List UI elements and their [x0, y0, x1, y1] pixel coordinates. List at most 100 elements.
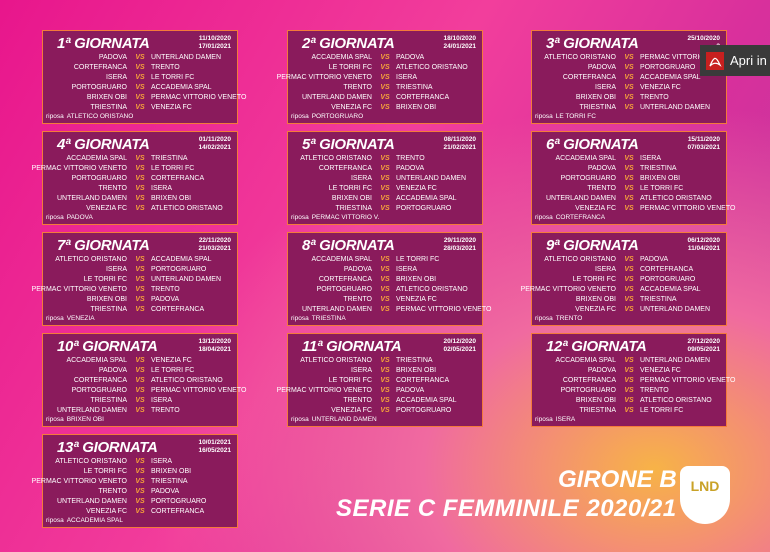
- round-title: 10ª GIORNATA: [57, 338, 158, 355]
- open-button[interactable]: Apri in: [700, 45, 770, 76]
- vs: VS: [380, 165, 390, 172]
- round-title: 1ª GIORNATA: [57, 35, 150, 52]
- match: ACCADEMIA SPAL VS VENEZIA FC: [43, 356, 239, 366]
- round-title: 5ª GIORNATA: [302, 136, 395, 153]
- home-team: LE TORRI FC: [328, 185, 372, 192]
- round-title: 13ª GIORNATA: [57, 439, 158, 456]
- date-return: 16/05/2021: [198, 447, 231, 454]
- match: CORTEFRANCA VS TRENTO: [43, 63, 239, 73]
- match: PERMAC VITTORIO VENETO VS ISERA: [277, 73, 484, 83]
- home-team: PADOVA: [587, 64, 616, 71]
- round-card: 8ª GIORNATA 29/11/2020 28/03/2021 ACCADEMIA…: [287, 232, 491, 326]
- match: ISERA VS PORTOGRUARO: [43, 265, 239, 275]
- match: BRIXEN OBI VS PERMAC VITTORIO VENETO: [43, 93, 247, 103]
- home-team: UNTERLAND DAMEN: [56, 407, 127, 414]
- home-team: PORTOGRUARO: [560, 387, 616, 394]
- rest-team: CORTEFRANCA: [555, 214, 606, 221]
- match: CORTEFRANCA VS BRIXEN OBI: [288, 275, 484, 285]
- away-team: ATLETICO ORISTANO: [640, 195, 712, 202]
- away-team: ACCADEMIA SPAL: [151, 84, 212, 91]
- rest-team: ISERA: [555, 416, 576, 423]
- away-team: ATLETICO ORISTANO: [640, 397, 712, 404]
- home-team: ATLETICO ORISTANO: [55, 256, 127, 263]
- away-team: TRIESTINA: [640, 296, 677, 303]
- rest-team: PERMAC VITTORIO V.: [311, 214, 380, 221]
- away-team: UNTERLAND DAMEN: [640, 104, 711, 111]
- date-return: 09/05/2021: [687, 346, 720, 353]
- match: UNTERLAND DAMEN VS TRENTO: [43, 406, 239, 416]
- vs: VS: [135, 488, 145, 495]
- away-team: VENEZIA FC: [396, 185, 437, 192]
- away-team: TRENTO: [151, 286, 180, 293]
- rest-label: riposa: [46, 517, 64, 524]
- vs: VS: [135, 94, 145, 101]
- match: ISERA VS BRIXEN OBI: [288, 366, 484, 376]
- home-team: PADOVA: [98, 367, 127, 374]
- away-team: ACCADEMIA SPAL: [396, 397, 457, 404]
- away-team: LE TORRI FC: [151, 165, 195, 172]
- match: TRIESTINA VS VENEZIA FC: [43, 103, 239, 113]
- rest-label: riposa: [535, 113, 553, 120]
- away-team: VENEZIA FC: [151, 357, 192, 364]
- match: TRIESTINA VS PORTOGRUARO: [288, 204, 484, 214]
- home-team: ATLETICO ORISTANO: [300, 155, 372, 162]
- rest-team: PADOVA: [66, 214, 93, 221]
- rest-line: riposa TRIESTINA: [291, 315, 346, 322]
- rest-line: riposa UNTERLAND DAMEN: [291, 416, 377, 423]
- rest-team: PORTOGRUARO: [311, 113, 364, 120]
- home-team: UNTERLAND DAMEN: [301, 306, 372, 313]
- vs: VS: [135, 397, 145, 404]
- away-team: ISERA: [640, 155, 662, 162]
- away-team: PORTOGRUARO: [396, 407, 452, 414]
- match: VENEZIA FC VS PORTOGRUARO: [288, 406, 484, 416]
- home-team: PERMAC VITTORIO VENETO: [31, 165, 127, 172]
- home-team: VENEZIA FC: [86, 205, 127, 212]
- date-first: 01/11/2020: [198, 136, 231, 143]
- match: UNTERLAND DAMEN VS ATLETICO ORISTANO: [532, 194, 728, 204]
- away-team: CORTEFRANCA: [151, 175, 205, 182]
- away-team: VENEZIA FC: [151, 104, 192, 111]
- match: PERMAC VITTORIO VENETO VS TRIESTINA: [32, 477, 239, 487]
- round-card: 10ª GIORNATA 13/12/2020 18/04/2021 ACCADEMI…: [42, 333, 246, 427]
- home-team: LE TORRI FC: [328, 377, 372, 384]
- match: CORTEFRANCA VS ACCADEMIA SPAL: [532, 73, 728, 83]
- home-team: CORTEFRANCA: [73, 377, 127, 384]
- away-team: LE TORRI FC: [151, 74, 195, 81]
- logo: LND: [680, 466, 730, 524]
- home-team: PORTOGRUARO: [71, 84, 127, 91]
- vs: VS: [380, 397, 390, 404]
- round-card: 9ª GIORNATA 06/12/2020 11/04/2021 ATLETICO …: [521, 232, 728, 326]
- vs: VS: [135, 276, 145, 283]
- away-team: PERMAC VITTORIO VENETO: [396, 306, 492, 313]
- home-team: PADOVA: [587, 165, 616, 172]
- match: PORTOGRUARO VS CORTEFRANCA: [43, 174, 239, 184]
- vs: VS: [380, 175, 390, 182]
- away-team: ATLETICO ORISTANO: [151, 205, 223, 212]
- match: ACCADEMIA SPAL VS LE TORRI FC: [288, 255, 484, 265]
- match: BRIXEN OBI VS ACCADEMIA SPAL: [288, 194, 484, 204]
- date-first: 27/12/2020: [687, 338, 720, 345]
- home-team: ISERA: [594, 84, 616, 91]
- match: PORTOGRUARO VS TRENTO: [532, 386, 728, 396]
- date-first: 06/12/2020: [687, 237, 720, 244]
- vs: VS: [380, 54, 390, 61]
- vs: VS: [624, 266, 634, 273]
- vs: VS: [380, 74, 390, 81]
- away-team: PADOVA: [396, 387, 425, 394]
- match: VENEZIA FC VS CORTEFRANCA: [43, 507, 239, 517]
- vs: VS: [380, 195, 390, 202]
- vs: VS: [380, 64, 390, 71]
- date-return: 17/01/2021: [198, 43, 231, 50]
- match: UNTERLAND DAMEN VS PORTOGRUARO: [43, 497, 239, 507]
- away-team: BRIXEN OBI: [396, 104, 437, 111]
- match: PADOVA VS VENEZIA FC: [532, 366, 728, 376]
- vs: VS: [135, 367, 145, 374]
- rest-line: riposa BRIXEN OBI: [46, 416, 104, 423]
- match: VENEZIA FC VS UNTERLAND DAMEN: [532, 305, 728, 315]
- vs: VS: [380, 266, 390, 273]
- home-team: ACCADEMIA SPAL: [555, 357, 616, 364]
- match: ISERA VS LE TORRI FC: [43, 73, 239, 83]
- rest-line: riposa PERMAC VITTORIO V.: [291, 214, 379, 221]
- match: TRENTO VS VENEZIA FC: [288, 295, 484, 305]
- home-team: PERMAC VITTORIO VENETO: [276, 74, 372, 81]
